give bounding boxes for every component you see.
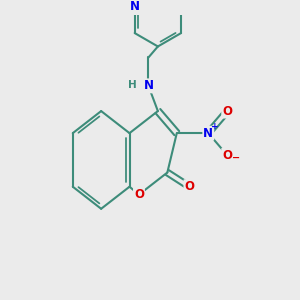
- Text: N: N: [130, 0, 140, 13]
- Text: O: O: [184, 180, 194, 193]
- Text: N: N: [203, 127, 213, 140]
- Text: N: N: [143, 80, 153, 92]
- Text: +: +: [212, 122, 219, 131]
- Text: H: H: [128, 80, 136, 90]
- Text: O: O: [222, 105, 232, 118]
- Text: O: O: [222, 149, 232, 162]
- Text: O: O: [134, 188, 144, 201]
- Text: −: −: [232, 153, 240, 163]
